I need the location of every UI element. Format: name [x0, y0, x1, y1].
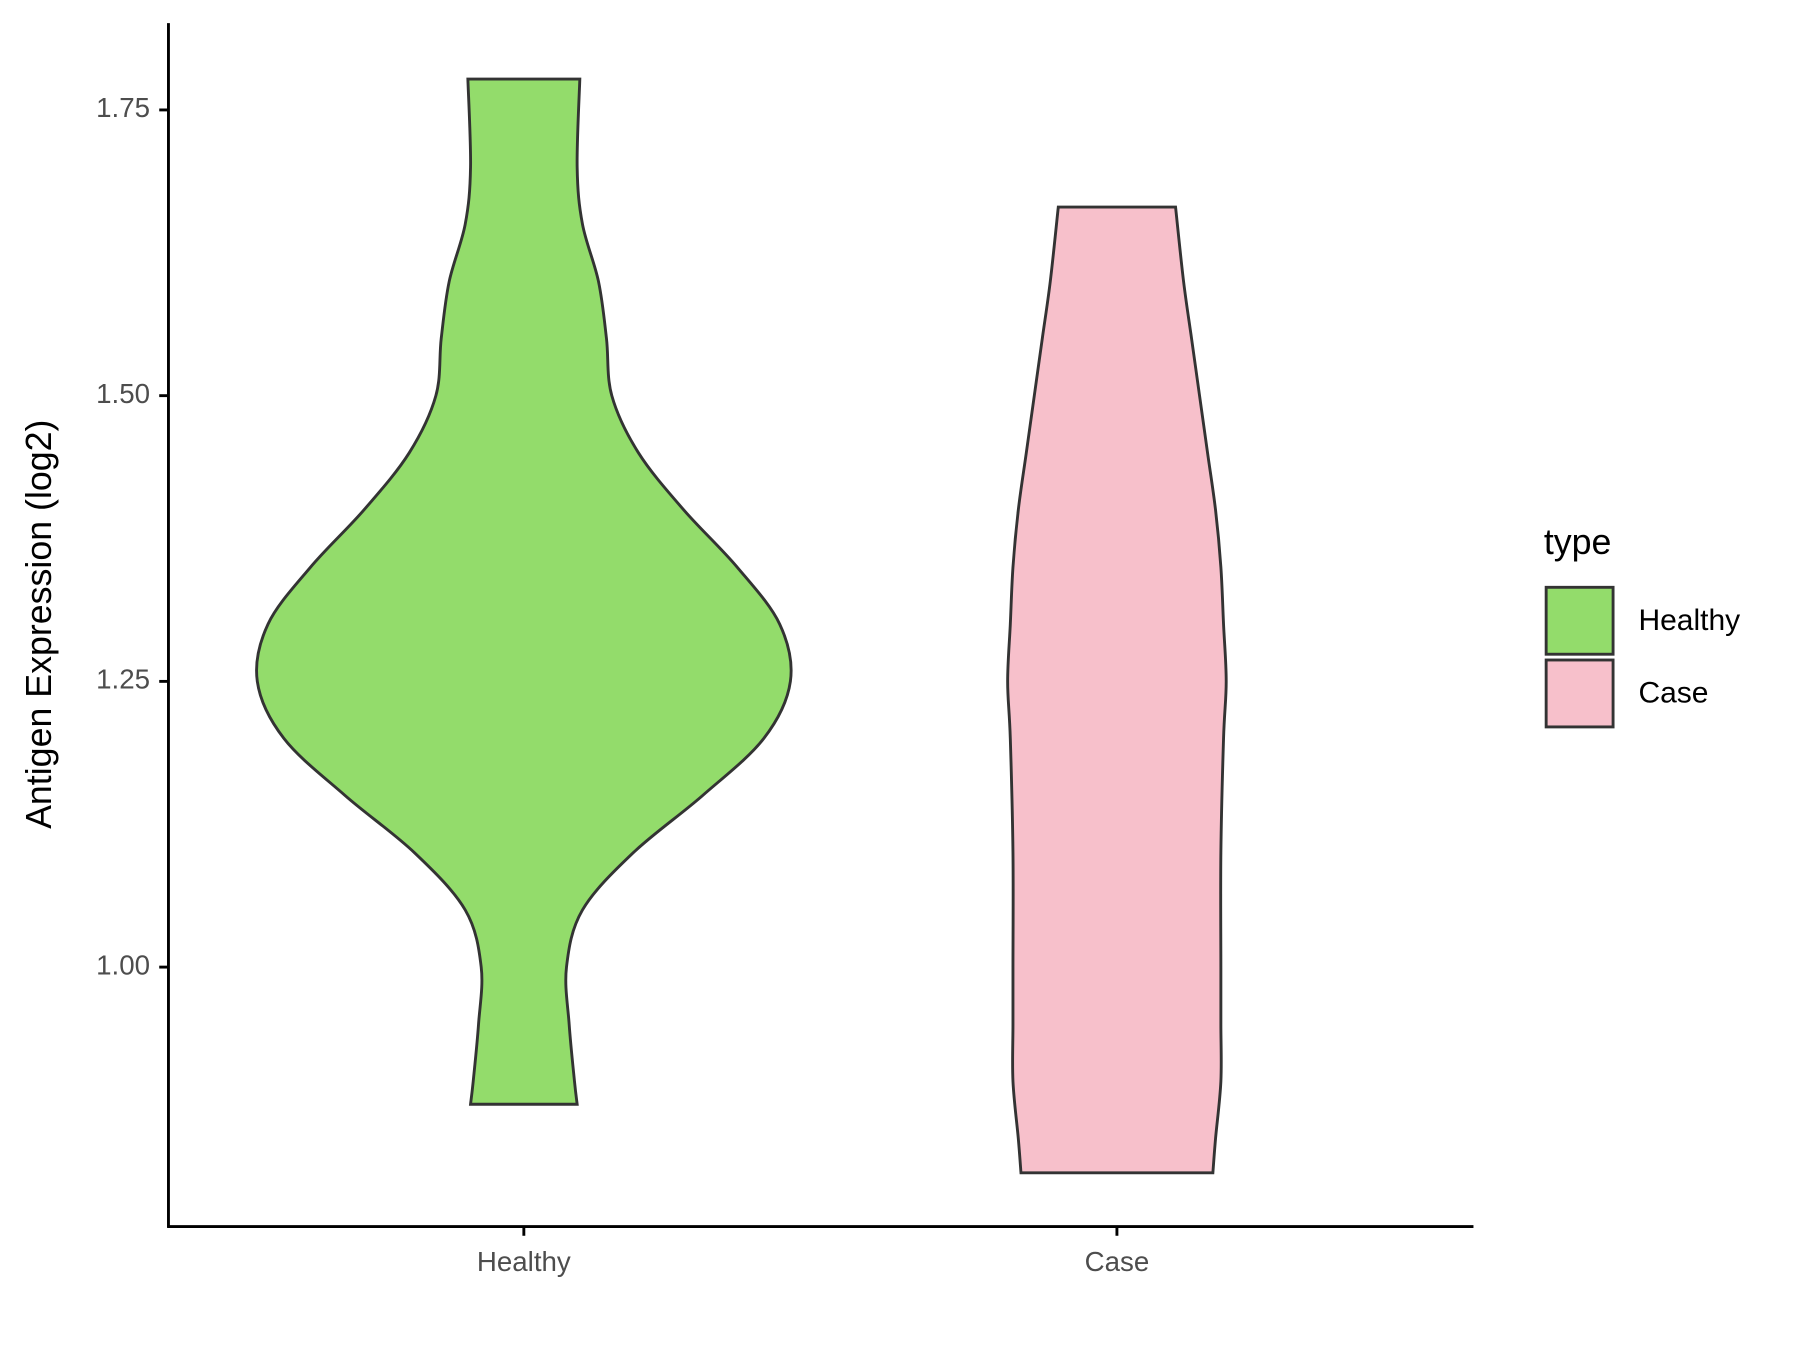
violin	[255, 77, 793, 1106]
violin	[1006, 205, 1228, 1175]
legend-swatch	[1544, 585, 1615, 656]
x-tick-label: Healthy	[477, 1246, 571, 1277]
legend-title: type	[1544, 522, 1612, 562]
legend-swatch	[1544, 658, 1615, 729]
y-tick-label: 1.25	[96, 664, 150, 695]
legend-label: Healthy	[1638, 604, 1740, 637]
y-tick-label: 1.75	[96, 92, 150, 123]
legend-label: Case	[1638, 677, 1708, 710]
y-tick-label: 1.00	[96, 949, 150, 980]
x-tick-label: Case	[1085, 1246, 1150, 1277]
y-tick-label: 1.50	[96, 378, 150, 409]
y-axis-label: Antigen Expression (log2)	[19, 420, 59, 829]
